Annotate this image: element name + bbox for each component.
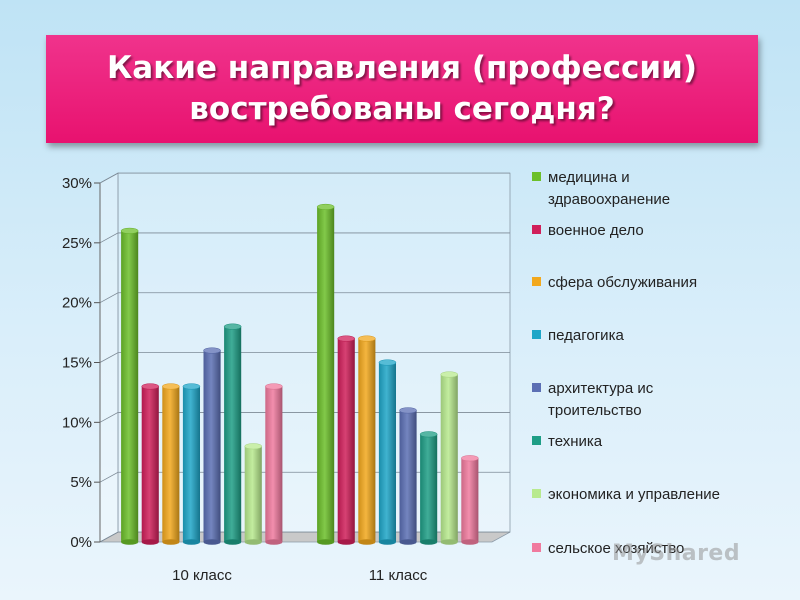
legend-swatch xyxy=(532,225,541,234)
bar xyxy=(419,431,438,545)
chart-bars xyxy=(120,203,479,545)
bar xyxy=(378,359,397,545)
bar xyxy=(244,443,263,545)
bar xyxy=(358,335,376,545)
watermark: MyShared xyxy=(612,541,741,566)
bar xyxy=(203,347,221,545)
y-tick-label: 15% xyxy=(62,355,92,372)
legend-label: военное дело xyxy=(548,222,644,239)
legend-label: техника xyxy=(548,433,603,450)
legend-label: здравоохранение xyxy=(548,191,670,208)
legend-label: сфера обслуживания xyxy=(548,274,697,291)
y-axis-ticks: 0% 5% 10% 15% 20% 25% 30% xyxy=(62,175,92,551)
gridline xyxy=(99,292,510,304)
y-tick-label: 25% xyxy=(62,235,92,252)
legend-label: архитектура ис xyxy=(548,380,654,397)
gridline xyxy=(99,172,510,184)
x-axis-categories: 10 класс 11 класс xyxy=(172,567,428,584)
legend-swatch xyxy=(532,277,541,286)
legend-item: медицина и здравоохранение xyxy=(532,169,670,208)
bar xyxy=(265,383,283,545)
legend-swatch xyxy=(532,383,541,392)
bar xyxy=(461,455,479,545)
legend-item: военное дело xyxy=(532,222,644,239)
y-tick-label: 30% xyxy=(62,175,92,192)
legend-swatch xyxy=(532,172,541,181)
gridline xyxy=(99,352,510,363)
bar xyxy=(316,203,335,545)
y-tick-label: 0% xyxy=(70,534,92,551)
legend-swatch xyxy=(532,330,541,339)
bar xyxy=(223,323,242,545)
x-category-label: 10 класс xyxy=(172,567,232,584)
legend-label: педагогика xyxy=(548,327,624,344)
legend-label: экономика и управление xyxy=(548,486,720,503)
legend-swatch xyxy=(532,543,541,552)
legend-swatch xyxy=(532,489,541,498)
title-line-2: востребованы сегодня? xyxy=(189,91,615,127)
legend-item: сфера обслуживания xyxy=(532,274,697,291)
bar xyxy=(440,371,459,545)
legend-swatch xyxy=(532,436,541,445)
legend-label: троительство xyxy=(548,402,642,419)
y-tick-label: 10% xyxy=(62,414,92,431)
title-banner: Какие направления (профессии) востребова… xyxy=(46,35,758,143)
legend-item: экономика и управление xyxy=(532,486,720,503)
gridline xyxy=(99,232,510,244)
legend-label: медицина и xyxy=(548,169,630,186)
legend-item: архитектура ис троительство xyxy=(532,380,654,419)
bar xyxy=(141,383,160,545)
bar xyxy=(337,335,356,545)
legend: медицина и здравоохранение военное дело сфе… xyxy=(532,169,720,557)
x-category-label: 11 класс xyxy=(369,567,428,584)
legend-item: сельское хозяйство xyxy=(532,540,684,557)
bar xyxy=(182,383,201,545)
y-tick-label: 5% xyxy=(70,474,92,491)
bar xyxy=(399,407,417,545)
title-line-1: Какие направления (профессии) xyxy=(106,50,698,86)
legend-label: сельское хозяйство xyxy=(548,540,684,557)
y-tick-label: 20% xyxy=(62,295,92,312)
legend-item: педагогика xyxy=(532,327,624,344)
bar xyxy=(162,383,180,545)
bar xyxy=(120,227,139,545)
legend-item: техника xyxy=(532,433,603,450)
